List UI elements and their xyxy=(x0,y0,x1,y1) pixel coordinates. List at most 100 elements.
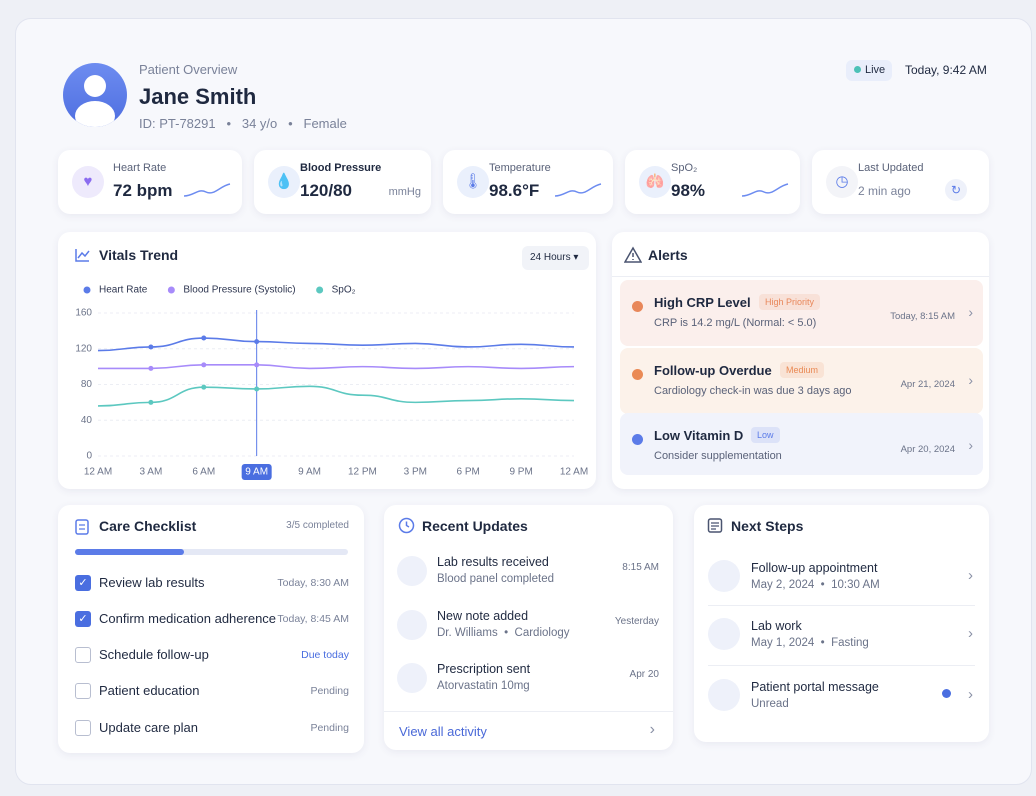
alert-detail: CRP is 14.2 mg/L (Normal: < 5.0) xyxy=(654,317,817,329)
series-line xyxy=(97,337,575,352)
stat-label: Temperature xyxy=(489,162,551,174)
trend-chart: 0 40 80 120 160 12 AM 3 AM 6 AM 9 AM 9 AM 12 PM 3 P… xyxy=(75,285,588,480)
series-point xyxy=(148,365,154,371)
stat-icon: ♥ xyxy=(72,166,104,198)
chevron[interactable]: › xyxy=(968,686,973,703)
step-detail: Unread xyxy=(751,698,789,710)
series-point xyxy=(254,339,260,345)
step-title: Patient portal message xyxy=(751,680,879,694)
chevron[interactable]: › xyxy=(968,567,973,584)
checkbox[interactable]: ✓ xyxy=(75,575,91,591)
y-tick-label: 40 xyxy=(81,415,93,426)
trend-title: Vitals Trend xyxy=(99,247,179,263)
chevron: › xyxy=(968,304,973,320)
stat-card: ♥ Heart Rate 72 bpm xyxy=(58,150,242,214)
checkbox[interactable]: ✓ xyxy=(75,611,91,627)
checklist-card: Care Checklist 3/5 completed ✓ Review lab… xyxy=(58,505,364,753)
stat-icon: ◷ xyxy=(826,166,858,198)
live-dot xyxy=(854,66,861,73)
checklist-label: Review lab results xyxy=(99,575,205,590)
stat-label: Last Updated xyxy=(858,162,924,174)
alert-dot xyxy=(632,369,643,380)
alert-item[interactable]: Follow-up Overdue Medium Cardiology check-… xyxy=(620,348,983,414)
y-tick-label: 0 xyxy=(86,451,92,462)
x-tick-label: 9 PM xyxy=(509,467,532,478)
stat-value: 120/80 xyxy=(300,181,352,200)
steps-icon xyxy=(707,518,723,533)
chevron: › xyxy=(968,372,973,388)
checklist-label: Update care plan xyxy=(99,720,199,735)
detail-part: Cardiology xyxy=(514,627,570,639)
sparkline xyxy=(183,183,231,197)
checkbox[interactable] xyxy=(75,720,91,736)
stat-icon: 🫁 xyxy=(639,166,671,198)
range-button[interactable]: 24 Hours ▾ xyxy=(522,246,589,270)
alert-dot xyxy=(632,434,643,445)
series-point xyxy=(148,399,154,405)
series-line xyxy=(98,364,575,370)
step-title: Lab work xyxy=(751,619,802,633)
alerts-title: Alerts xyxy=(648,247,688,263)
update-time: Apr 20 xyxy=(629,669,659,680)
alerts-card: Alerts High CRP Level High Priority CRP is… xyxy=(612,232,989,489)
chevron[interactable]: › xyxy=(968,625,973,642)
checkbox[interactable] xyxy=(75,647,91,663)
detail-part: Blood panel completed xyxy=(437,573,554,585)
alert-date: Apr 21, 2024 xyxy=(900,379,955,390)
legend-label: SpO₂ xyxy=(332,285,356,296)
alert-item[interactable]: High CRP Level High Priority CRP is 14.2 m… xyxy=(620,280,983,346)
update-title: New note added xyxy=(437,609,529,623)
stat-card: 💧 Blood Pressure 120/80 mmHg xyxy=(254,150,431,214)
progress-fill xyxy=(75,549,185,555)
divider xyxy=(612,276,989,277)
alert-date: Apr 20, 2024 xyxy=(900,444,955,455)
avatar xyxy=(63,63,127,127)
chevron: › xyxy=(968,437,973,453)
update-time: Yesterday xyxy=(614,616,659,627)
stat-value: 72 bpm xyxy=(113,181,173,200)
series-point xyxy=(254,386,260,392)
subtitle: Patient Overview xyxy=(139,62,238,77)
patient-name: Jane Smith xyxy=(139,84,257,109)
progress-track xyxy=(75,549,348,555)
series-point xyxy=(201,335,207,341)
refresh-button[interactable]: ↻ xyxy=(945,179,967,201)
chevron: › xyxy=(649,721,655,738)
y-tick-label: 120 xyxy=(75,343,92,354)
y-tick-label: 80 xyxy=(81,379,93,390)
alert-badge: Low xyxy=(751,427,780,443)
sparkline-path xyxy=(554,183,602,197)
checkbox[interactable] xyxy=(75,683,91,699)
update-icon xyxy=(397,556,427,586)
legend-dot xyxy=(316,286,324,294)
live-pill: Live xyxy=(846,60,892,81)
detail-part: Dr. Williams xyxy=(437,627,498,639)
checklist-status: Today, 8:45 AM xyxy=(277,613,349,625)
sparkline xyxy=(554,183,602,197)
series-point xyxy=(148,344,154,350)
x-tick-label: 12 AM xyxy=(560,467,588,478)
series-point xyxy=(201,362,207,368)
stat-card: 🌡 Temperature 98.6°F xyxy=(443,150,613,214)
x-tick-label: 6 PM xyxy=(457,467,480,478)
alert-title: High CRP Level xyxy=(654,295,751,310)
x-tick-label: 9 AM xyxy=(298,467,321,478)
x-tick-label: 3 PM xyxy=(404,467,427,478)
sparkline-path xyxy=(183,183,231,197)
alert-title: Low Vitamin D xyxy=(654,428,744,443)
series-line xyxy=(97,385,575,407)
step-icon xyxy=(708,679,740,711)
view-all-link[interactable]: View all activity xyxy=(399,724,487,739)
series-point xyxy=(201,384,207,390)
detail-part: Atorvastatin 10mg xyxy=(437,680,530,692)
divider xyxy=(384,711,673,712)
divider xyxy=(708,605,975,606)
update-icon xyxy=(397,610,427,640)
alert-item[interactable]: Low Vitamin D Low Consider supplementation… xyxy=(620,413,983,475)
checklist-status: Pending xyxy=(310,685,349,697)
step-detail: May 1, 2024 • Fasting xyxy=(751,637,869,649)
timestamp: Today, 9:42 AM xyxy=(905,63,987,77)
step-icon xyxy=(708,618,740,650)
alert-dot xyxy=(632,301,643,312)
x-tick-label: 12 AM xyxy=(84,467,112,478)
